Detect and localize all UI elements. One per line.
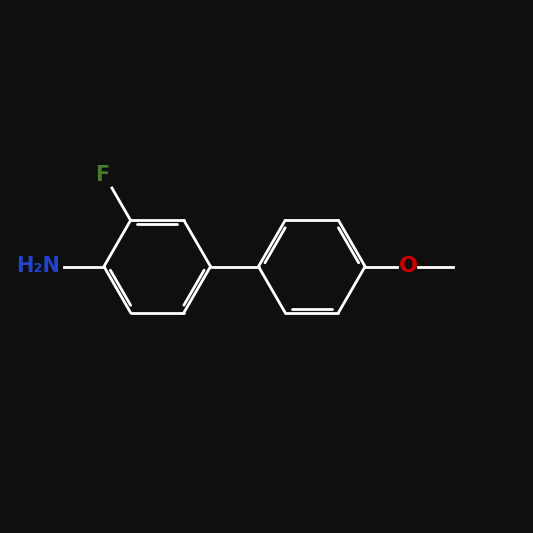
Text: O: O: [399, 256, 418, 277]
Text: F: F: [95, 165, 110, 185]
Text: H₂N: H₂N: [16, 256, 60, 277]
